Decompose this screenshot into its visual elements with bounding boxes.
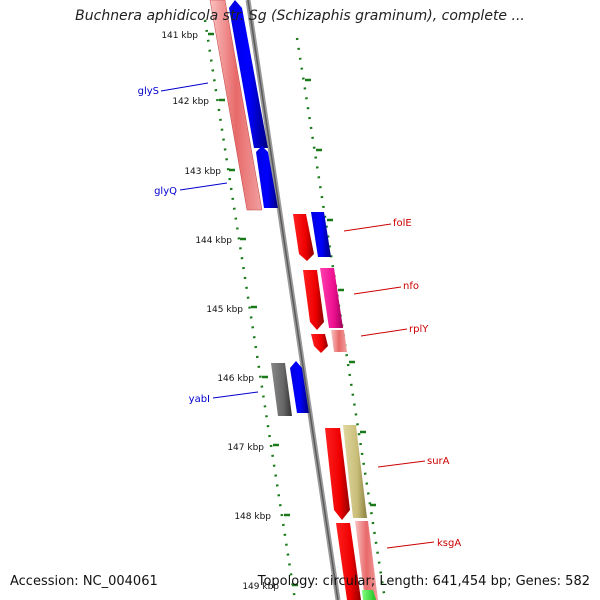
accession-text: Accession: NC_004061 xyxy=(10,574,158,589)
tick-label-146: 146 kbp xyxy=(217,374,254,384)
gene-folE-blue[interactable] xyxy=(311,212,331,257)
gene-label-glyS[interactable]: glyS xyxy=(138,86,159,97)
topology-text: Topology: circular; Length: 641,454 bp; … xyxy=(257,574,590,589)
gene-label-folE[interactable]: folE xyxy=(393,218,412,229)
gene-glyS[interactable] xyxy=(229,0,268,148)
map-title: Buchnera aphidicola str. Sg (Schizaphis … xyxy=(75,8,525,24)
tick-label-145: 145 kbp xyxy=(206,305,243,315)
gene-ksgA-pink[interactable] xyxy=(355,521,378,600)
gene-ksgA[interactable] xyxy=(336,523,361,600)
gene-pink-left[interactable] xyxy=(209,0,263,211)
gene-yabI[interactable] xyxy=(290,361,309,413)
gene-label-rplY[interactable]: rplY xyxy=(409,324,429,335)
gene-surA[interactable] xyxy=(325,428,350,520)
gene-green-bottom[interactable] xyxy=(362,590,376,600)
gene-label-surA[interactable]: surA xyxy=(427,456,450,467)
gene-nfo-magenta[interactable] xyxy=(320,268,343,328)
tick-label-142: 142 kbp xyxy=(172,97,209,107)
tick-label-147: 147 kbp xyxy=(227,443,264,453)
tick-label-143: 143 kbp xyxy=(184,167,221,177)
gene-yabI-grey[interactable] xyxy=(271,363,292,416)
gene-label-nfo[interactable]: nfo xyxy=(403,281,419,292)
gene-surA-khaki[interactable] xyxy=(343,425,367,518)
tick-marks xyxy=(208,32,376,587)
tick-label-148: 148 kbp xyxy=(234,512,271,522)
tick-label-141: 141 kbp xyxy=(161,31,198,41)
gene-folE[interactable] xyxy=(293,214,314,261)
gene-label-yabI[interactable]: yabI xyxy=(189,394,210,405)
gene-rplY-pink[interactable] xyxy=(331,330,347,352)
tick-label-149: 149 kbp xyxy=(242,582,279,592)
gene-glyQ[interactable] xyxy=(256,146,278,208)
gene-rplY[interactable] xyxy=(311,334,328,353)
tick-label-144: 144 kbp xyxy=(195,236,232,246)
gene-label-ksgA[interactable]: ksgA xyxy=(437,538,461,549)
gene-label-glyQ[interactable]: glyQ xyxy=(154,186,177,197)
gene-nfo[interactable] xyxy=(303,270,324,330)
